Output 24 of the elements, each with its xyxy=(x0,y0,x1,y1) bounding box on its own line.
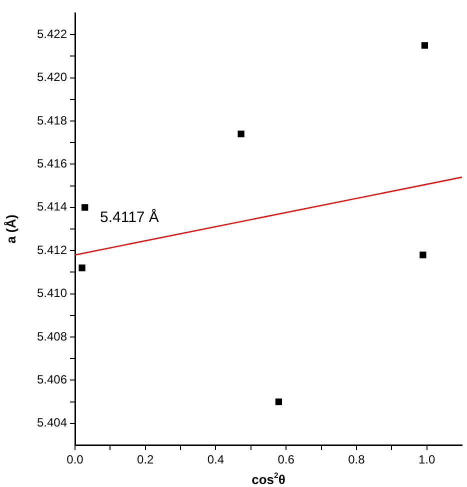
x-tick-label: 0.6 xyxy=(278,452,295,467)
annotation: 5.4117 Å xyxy=(100,208,159,226)
x-tick-label: 0.8 xyxy=(348,452,366,467)
x-tick-label: 1.0 xyxy=(418,452,436,467)
point xyxy=(78,264,86,272)
point xyxy=(421,42,428,49)
y-tick-label: 5.422 xyxy=(36,26,68,41)
point xyxy=(420,252,426,258)
y-tick-label: 5.420 xyxy=(36,70,68,84)
y-tick-label: 5.406 xyxy=(36,372,68,387)
y-tick-label: 5.414 xyxy=(36,200,68,214)
point xyxy=(82,204,88,211)
y-axis-title: a (Å) xyxy=(3,214,18,244)
point xyxy=(275,398,282,406)
y-tick-label: 5.410 xyxy=(36,286,68,300)
y-tick-label: 5.408 xyxy=(36,329,68,344)
y-tick-label: 5.412 xyxy=(36,242,68,257)
point xyxy=(238,130,244,138)
x-tick-label: 0.2 xyxy=(137,452,154,467)
x-tick-label: 0.4 xyxy=(207,452,224,467)
x-tick-label: 0.0 xyxy=(66,452,84,467)
y-tick-label: 5.404 xyxy=(36,416,68,430)
y-tick-label: 5.418 xyxy=(36,113,68,128)
y-tick-label: 5.416 xyxy=(36,156,68,171)
